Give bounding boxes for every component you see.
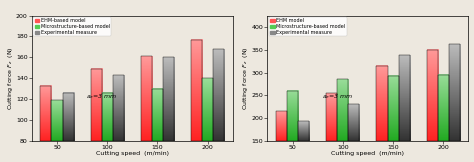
Bar [276,111,287,141]
Bar [399,55,410,141]
Bar [376,66,388,141]
Legend: EHM model, Microstructure-based model, Experimental measure: EHM model, Microstructure-based model, E… [269,17,347,36]
Bar [102,93,113,141]
Bar [438,75,449,141]
Bar [152,89,163,141]
Bar [40,86,52,141]
Bar [337,79,348,141]
Bar [427,50,438,141]
Bar [213,49,224,141]
Y-axis label: Cutting force $F_z$  (N): Cutting force $F_z$ (N) [6,46,15,110]
Text: $a_e$=3 mm: $a_e$=3 mm [86,93,118,101]
Text: $a_e$=3 mm: $a_e$=3 mm [322,93,353,101]
Bar [348,104,359,141]
Bar [113,75,124,141]
Bar [202,78,213,141]
Bar [449,44,460,141]
X-axis label: Cutting speed  (m/min): Cutting speed (m/min) [96,151,169,156]
Bar [298,121,309,141]
X-axis label: Cutting speed  (m/min): Cutting speed (m/min) [331,151,404,156]
Bar [388,76,399,141]
Y-axis label: Cutting force $F_z$  (N): Cutting force $F_z$ (N) [241,46,250,110]
Bar [163,57,174,141]
Bar [141,56,152,141]
Legend: EHM-based model, Microstructure-based model, Experimental measure: EHM-based model, Microstructure-based mo… [33,17,111,36]
Bar [52,100,63,141]
Bar [191,40,202,141]
Bar [326,93,337,141]
Bar [287,91,298,141]
Bar [63,93,73,141]
Bar [91,69,102,141]
